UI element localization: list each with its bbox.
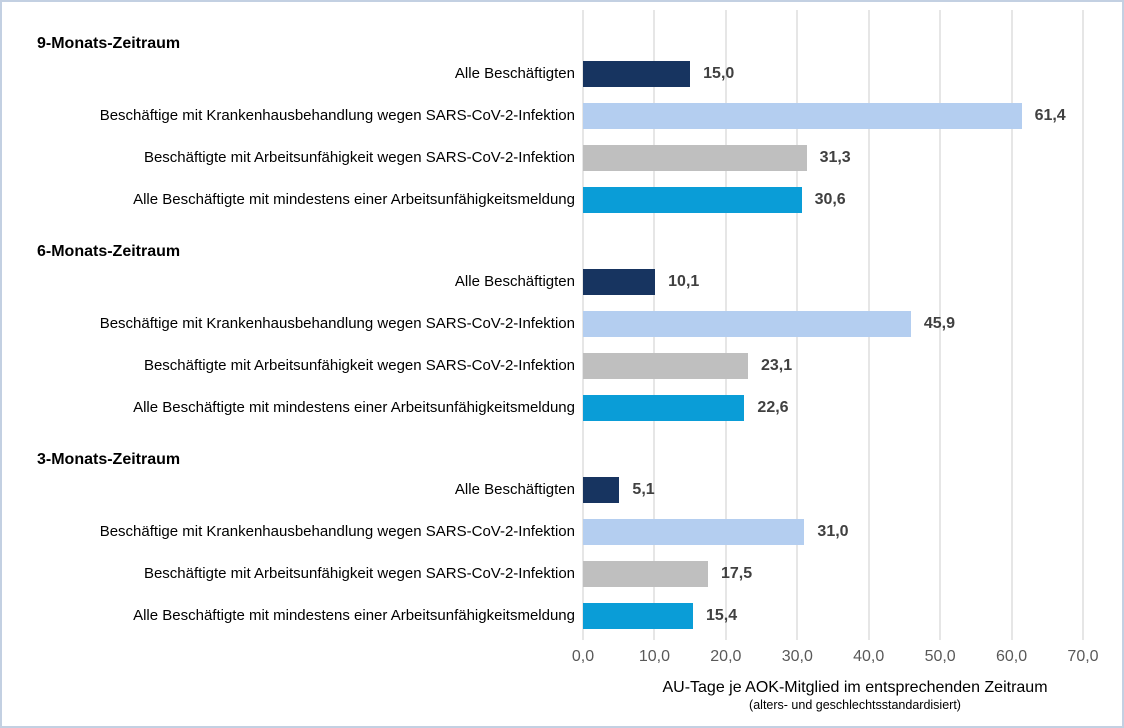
bar-alle_beschaeftigten	[583, 477, 620, 503]
value-label: 30,6	[814, 191, 846, 208]
category-label: Beschäftige mit Krankenhausbehandlung we…	[99, 315, 575, 332]
x-axis-subtitle: (alters- und geschlechtsstandardisiert)	[749, 698, 961, 712]
bar-krankenhausbehandlung	[583, 103, 1022, 129]
bar-alle_beschaeftigten	[583, 61, 691, 87]
bar-mindestens_eine_au_meldung	[583, 395, 745, 421]
bar-mindestens_eine_au_meldung	[583, 603, 693, 629]
value-label: 15,4	[706, 607, 738, 624]
category-label: Beschäftige mit Krankenhausbehandlung we…	[99, 107, 575, 124]
bar-krankenhausbehandlung	[583, 519, 805, 545]
category-label: Alle Beschäftigte mit mindestens einer A…	[133, 399, 575, 416]
category-label: Beschäftigte mit Arbeitsunfähigkeit wege…	[143, 565, 575, 582]
group-header: 9-Monats-Zeitraum	[37, 35, 181, 52]
bar-krankenhausbehandlung	[583, 311, 911, 337]
bar-arbeitsunfaehigkeit_covid	[583, 561, 708, 587]
category-label: Beschäftigte mit Arbeitsunfähigkeit wege…	[143, 149, 575, 166]
category-label: Alle Beschäftigte mit mindestens einer A…	[133, 191, 575, 208]
value-label: 61,4	[1034, 107, 1066, 124]
value-label: 31,0	[817, 523, 849, 540]
category-label: Alle Beschäftigten	[454, 273, 575, 290]
category-label: Alle Beschäftigte mit mindestens einer A…	[133, 607, 575, 624]
x-tick-label: 60,0	[995, 648, 1028, 665]
x-axis-title: AU-Tage je AOK-Mitglied im entsprechende…	[662, 679, 1048, 696]
value-label: 45,9	[923, 315, 955, 332]
x-tick-label: 70,0	[1067, 648, 1099, 665]
value-label: 15,0	[703, 65, 735, 82]
x-tick-label: 40,0	[853, 648, 885, 665]
gridline	[939, 10, 942, 640]
bar-arbeitsunfaehigkeit_covid	[583, 145, 807, 171]
category-label: Beschäftigte mit Arbeitsunfähigkeit wege…	[143, 357, 575, 374]
value-label: 22,6	[757, 399, 789, 416]
value-label: 23,1	[761, 357, 793, 374]
x-axis-title-block: AU-Tage je AOK-Mitglied im entsprechende…	[605, 678, 1105, 713]
value-label: 31,3	[819, 149, 851, 166]
category-label: Alle Beschäftigten	[454, 481, 575, 498]
category-label: Alle Beschäftigten	[454, 65, 575, 82]
value-label: 5,1	[632, 481, 655, 498]
value-label: 17,5	[721, 565, 753, 582]
value-label: 10,1	[668, 273, 700, 290]
x-tick-label: 30,0	[781, 648, 813, 665]
x-tick-label: 10,0	[638, 648, 670, 665]
x-tick-label: 20,0	[710, 648, 742, 665]
bar-mindestens_eine_au_meldung	[583, 187, 802, 213]
x-tick-label: 0,0	[571, 648, 595, 665]
group-header: 3-Monats-Zeitraum	[37, 451, 181, 468]
x-tick-label: 50,0	[924, 648, 956, 665]
bar-alle_beschaeftigten	[583, 269, 656, 295]
gridline	[1010, 10, 1013, 640]
group-header: 6-Monats-Zeitraum	[37, 243, 181, 260]
bar-arbeitsunfaehigkeit_covid	[583, 353, 748, 379]
gridline	[1082, 10, 1084, 640]
category-label: Beschäftige mit Krankenhausbehandlung we…	[99, 523, 575, 540]
